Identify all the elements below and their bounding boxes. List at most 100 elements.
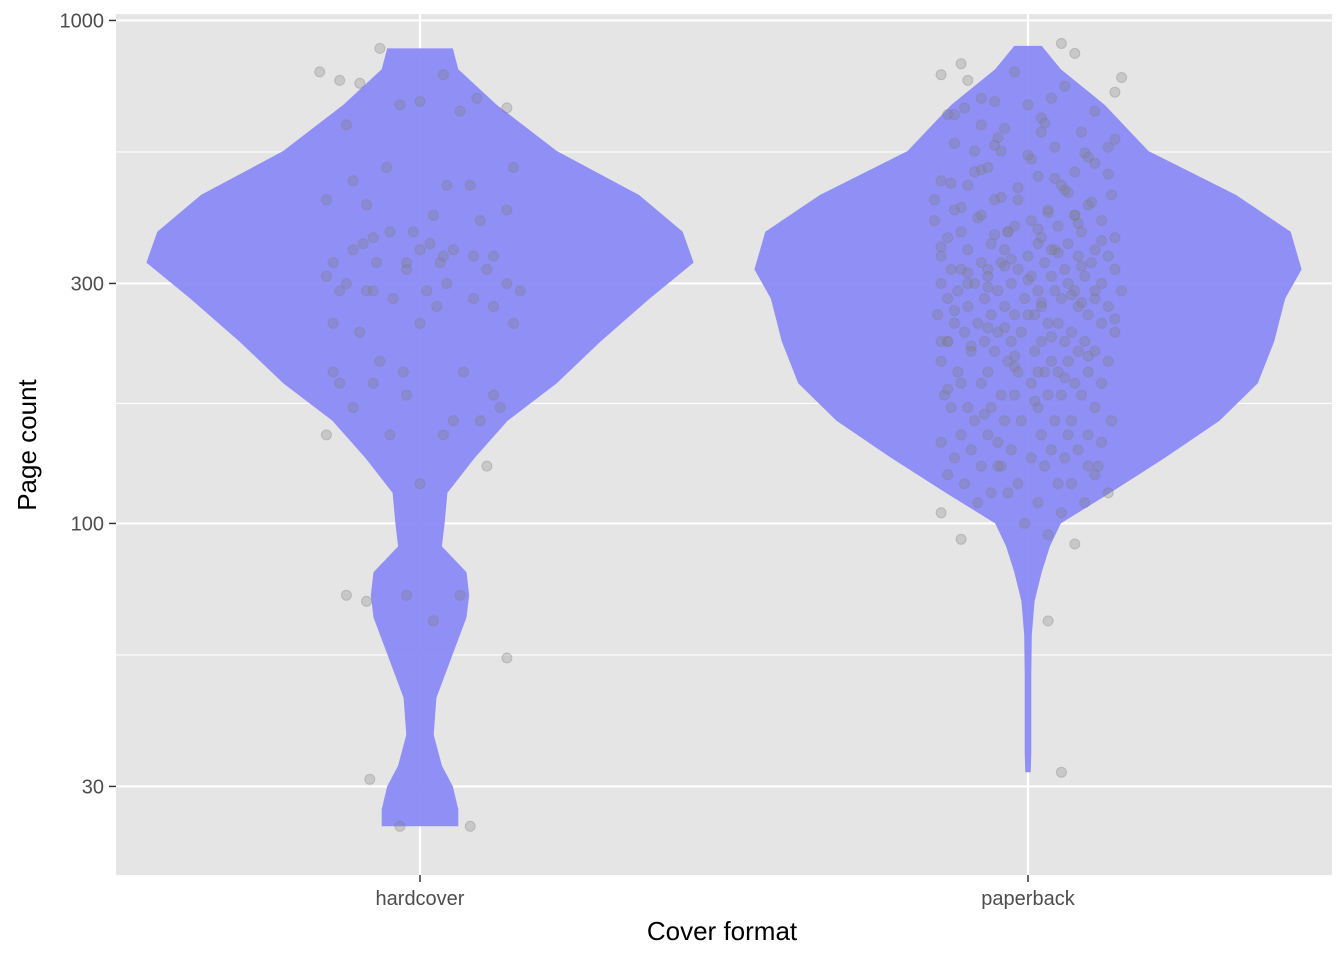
point-paperback — [1096, 436, 1108, 448]
point-paperback — [1069, 209, 1081, 221]
y-tick-label: 100 — [71, 513, 104, 535]
point-paperback — [948, 452, 960, 464]
point-paperback — [975, 377, 987, 389]
point-hardcover — [437, 69, 449, 81]
point-paperback — [1089, 345, 1101, 357]
point-paperback — [1055, 293, 1067, 304]
point-hardcover — [320, 194, 332, 206]
point-paperback — [1042, 204, 1054, 216]
point-hardcover — [494, 402, 506, 413]
point-hardcover — [334, 285, 346, 297]
point-paperback — [992, 132, 1004, 144]
point-hardcover — [421, 285, 433, 297]
point-paperback — [1005, 444, 1017, 456]
point-paperback — [1109, 326, 1121, 338]
point-paperback — [935, 250, 947, 262]
point-hardcover — [414, 317, 426, 329]
point-paperback — [1012, 478, 1024, 490]
point-paperback — [1032, 223, 1044, 235]
point-paperback — [982, 281, 994, 293]
point-paperback — [928, 194, 940, 206]
point-hardcover — [374, 42, 386, 54]
point-paperback — [1062, 278, 1074, 289]
point-hardcover — [427, 209, 439, 221]
point-paperback — [1089, 285, 1101, 297]
point-paperback — [1109, 263, 1121, 275]
point-paperback — [1072, 217, 1084, 229]
y-tick-label: 1000 — [60, 10, 105, 32]
point-paperback — [1089, 469, 1101, 481]
point-paperback — [1076, 297, 1087, 308]
point-paperback — [985, 238, 997, 250]
point-paperback — [1045, 355, 1057, 367]
point-hardcover — [508, 162, 520, 173]
point-paperback — [1045, 444, 1057, 456]
point-paperback — [1076, 126, 1087, 138]
point-hardcover — [437, 250, 449, 262]
point-hardcover — [431, 301, 443, 312]
point-paperback — [1079, 497, 1091, 509]
point-paperback — [1005, 278, 1017, 289]
point-paperback — [1042, 207, 1054, 219]
point-paperback — [1059, 263, 1071, 275]
point-paperback — [989, 96, 1001, 107]
point-paperback — [962, 74, 974, 86]
point-hardcover — [488, 301, 500, 312]
point-paperback — [1072, 444, 1084, 456]
point-paperback — [1052, 366, 1064, 378]
point-paperback — [999, 415, 1011, 427]
point-hardcover — [454, 105, 466, 117]
point-hardcover — [384, 429, 396, 441]
point-paperback — [1002, 226, 1014, 238]
point-hardcover — [508, 317, 520, 329]
point-hardcover — [394, 99, 406, 111]
point-paperback — [972, 212, 984, 224]
point-paperback — [1012, 263, 1024, 275]
point-hardcover — [474, 215, 486, 227]
point-paperback — [1062, 355, 1074, 367]
point-paperback — [1042, 389, 1054, 401]
point-paperback — [995, 145, 1007, 157]
point-paperback — [1092, 460, 1104, 472]
point-paperback — [1032, 285, 1044, 297]
point-paperback — [1025, 215, 1037, 227]
point-paperback — [1042, 615, 1054, 627]
point-paperback — [992, 460, 1004, 472]
point-hardcover — [347, 244, 359, 256]
point-paperback — [1029, 345, 1041, 357]
point-hardcover — [468, 293, 479, 304]
point-paperback — [1049, 173, 1061, 184]
point-paperback — [995, 191, 1007, 203]
point-paperback — [1082, 309, 1094, 321]
point-paperback — [955, 58, 967, 70]
point-paperback — [1009, 361, 1021, 373]
point-hardcover — [414, 478, 426, 490]
point-hardcover — [501, 652, 513, 664]
point-paperback — [1086, 196, 1097, 208]
y-tick-label: 30 — [82, 776, 104, 798]
point-paperback — [1025, 377, 1037, 389]
point-paperback — [1076, 389, 1087, 401]
point-paperback — [995, 460, 1007, 472]
point-paperback — [1032, 497, 1044, 509]
point-paperback — [1066, 326, 1077, 338]
point-paperback — [1049, 141, 1061, 153]
point-paperback — [1072, 250, 1084, 262]
point-paperback — [969, 166, 980, 178]
point-hardcover — [327, 257, 339, 269]
x-axis-title: Cover format — [647, 916, 798, 946]
point-paperback — [935, 355, 947, 367]
violins — [146, 45, 1302, 827]
point-paperback — [1052, 220, 1064, 232]
point-hardcover — [347, 402, 359, 413]
point-paperback — [942, 383, 954, 395]
point-paperback — [955, 263, 967, 275]
point-paperback — [982, 162, 994, 173]
point-paperback — [962, 179, 974, 191]
point-paperback — [1102, 168, 1114, 180]
point-paperback — [935, 436, 947, 448]
point-paperback — [948, 204, 960, 216]
point-paperback — [1062, 238, 1074, 250]
point-paperback — [1039, 460, 1051, 472]
point-hardcover — [394, 820, 406, 832]
